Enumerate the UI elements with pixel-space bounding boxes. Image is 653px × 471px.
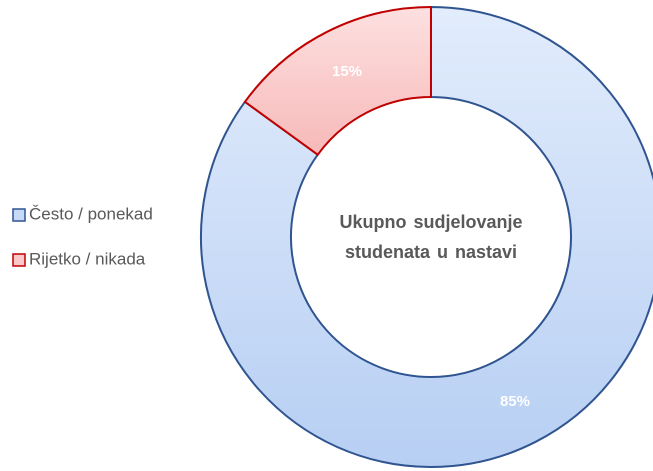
legend-label: Rijetko / nikada — [29, 249, 146, 268]
data-label: 85% — [500, 393, 530, 410]
donut-segment — [200, 5, 653, 468]
data-label: 15% — [332, 63, 362, 80]
legend-label: Često / ponekad — [29, 204, 153, 223]
legend-swatch — [12, 208, 26, 222]
donut-segment — [243, 5, 432, 157]
center-title: Ukupno sudjelovanje studenata u nastavi — [339, 212, 523, 262]
legend-swatch — [12, 253, 26, 267]
